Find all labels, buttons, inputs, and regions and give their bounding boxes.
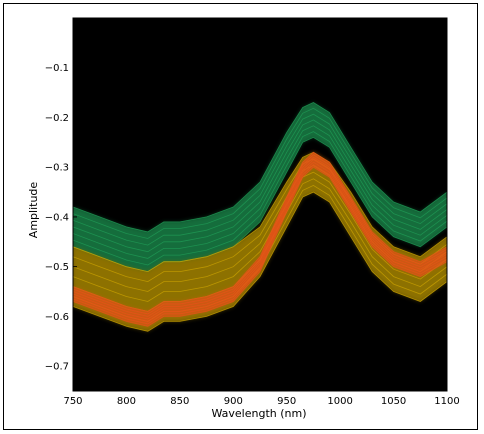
- y-tick-label: −0.4: [45, 212, 69, 223]
- x-tick-label: 900: [224, 396, 243, 407]
- x-tick-label: 1100: [434, 396, 459, 407]
- y-tick-label: −0.7: [45, 362, 69, 373]
- x-tick-label: 850: [170, 396, 189, 407]
- y-tick-label: −0.1: [45, 63, 69, 74]
- x-tick-label: 750: [63, 396, 82, 407]
- y-axis-label: Amplitude: [27, 182, 40, 239]
- chart-frame: 750 800 850 900 950 1000 1050 1100 −0.7 −0.6 −0.5 −…: [3, 3, 478, 430]
- x-tick-label: 800: [117, 396, 136, 407]
- y-tick-label: −0.2: [45, 113, 69, 124]
- x-axis-label: Wavelength (nm): [211, 407, 306, 420]
- x-tick-label: 950: [277, 396, 296, 407]
- x-tick-label: 1000: [327, 396, 352, 407]
- y-tick-label: −0.6: [45, 312, 69, 323]
- y-tick-label: −0.5: [45, 262, 69, 273]
- spectra-chart: 750 800 850 900 950 1000 1050 1100 −0.7 −0.6 −0.5 −…: [4, 4, 477, 429]
- x-tick-label: 1050: [381, 396, 406, 407]
- plot-area: [73, 18, 447, 391]
- y-tick-label: −0.3: [45, 163, 69, 174]
